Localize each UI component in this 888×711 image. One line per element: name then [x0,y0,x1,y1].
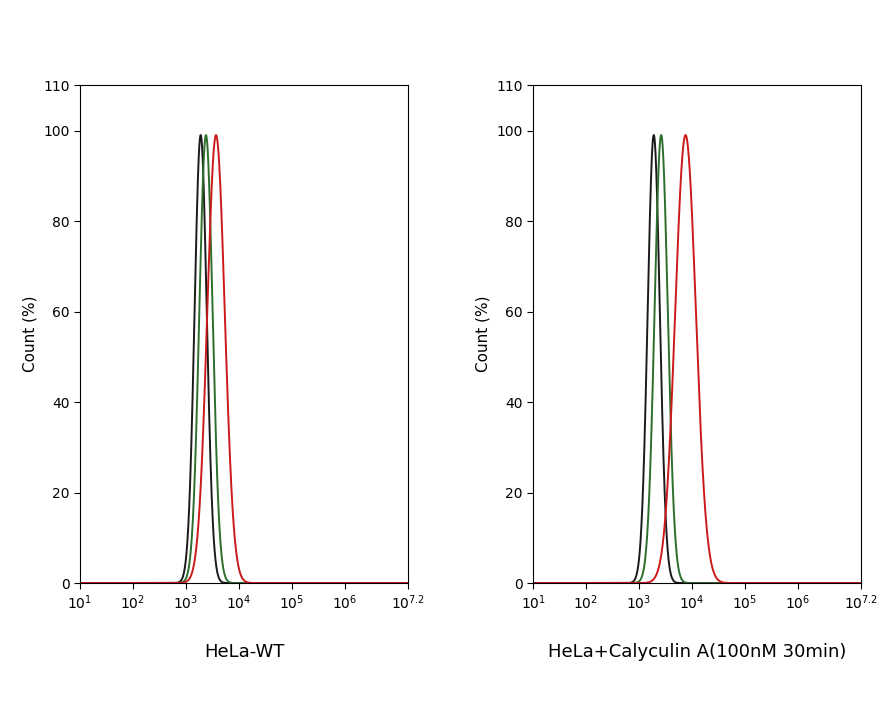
Text: HeLa-WT: HeLa-WT [204,643,284,661]
Y-axis label: Count (%): Count (%) [22,296,37,373]
Y-axis label: Count (%): Count (%) [476,296,490,373]
Text: HeLa+Calyculin A(100nM 30min): HeLa+Calyculin A(100nM 30min) [548,643,846,661]
